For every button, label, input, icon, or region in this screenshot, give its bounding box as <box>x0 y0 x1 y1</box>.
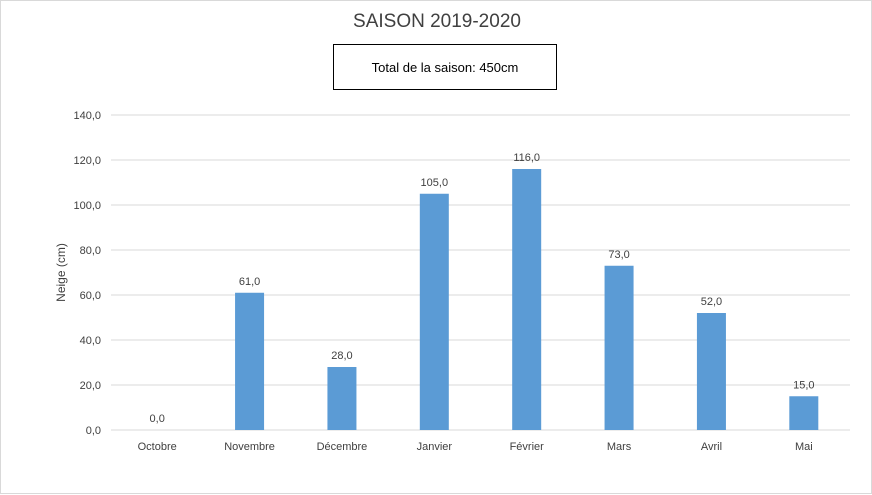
data-label: 61,0 <box>239 276 260 288</box>
x-tick-label: Décembre <box>317 441 368 453</box>
bar-avril <box>696 313 726 430</box>
season-total-text: Total de la saison: 450cm <box>371 59 519 75</box>
y-tick-label: 140,0 <box>73 110 101 122</box>
data-label: 15,0 <box>793 379 814 391</box>
y-tick-label: 80,0 <box>80 245 101 257</box>
x-tick-label: Février <box>510 441 545 453</box>
x-tick-label: Avril <box>701 441 722 453</box>
bar-mars <box>604 265 634 430</box>
x-tick-label: Janvier <box>417 441 453 453</box>
data-label: 52,0 <box>701 296 722 308</box>
data-label: 105,0 <box>421 177 449 189</box>
y-axis-label: Neige (cm) <box>54 243 68 302</box>
y-tick-label: 40,0 <box>80 335 101 347</box>
data-label: 116,0 <box>513 152 540 164</box>
bar-décembre <box>327 367 357 430</box>
y-tick-label: 120,0 <box>73 155 101 167</box>
bar-novembre <box>235 292 265 430</box>
y-tick-label: 60,0 <box>80 290 101 302</box>
bar-mai <box>789 396 819 430</box>
x-tick-label: Octobre <box>138 441 177 453</box>
bar-février <box>512 169 542 430</box>
data-label: 0,0 <box>150 413 165 425</box>
y-tick-label: 20,0 <box>80 380 101 392</box>
y-tick-label: 0,0 <box>86 425 101 437</box>
x-tick-label: Mars <box>607 441 632 453</box>
data-label: 28,0 <box>331 350 352 362</box>
y-tick-label: 100,0 <box>73 200 101 212</box>
season-total-box: Total de la saison: 450cm <box>333 44 557 90</box>
x-tick-label: Mai <box>795 441 813 453</box>
x-tick-label: Novembre <box>224 441 275 453</box>
data-label: 73,0 <box>608 249 629 261</box>
chart-title: SAISON 2019-2020 <box>353 11 521 32</box>
bar-janvier <box>419 193 449 430</box>
